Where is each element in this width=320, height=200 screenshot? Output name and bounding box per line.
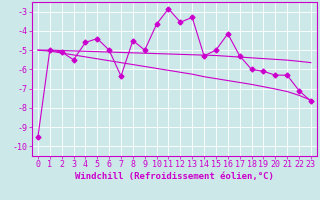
X-axis label: Windchill (Refroidissement éolien,°C): Windchill (Refroidissement éolien,°C) xyxy=(75,172,274,181)
